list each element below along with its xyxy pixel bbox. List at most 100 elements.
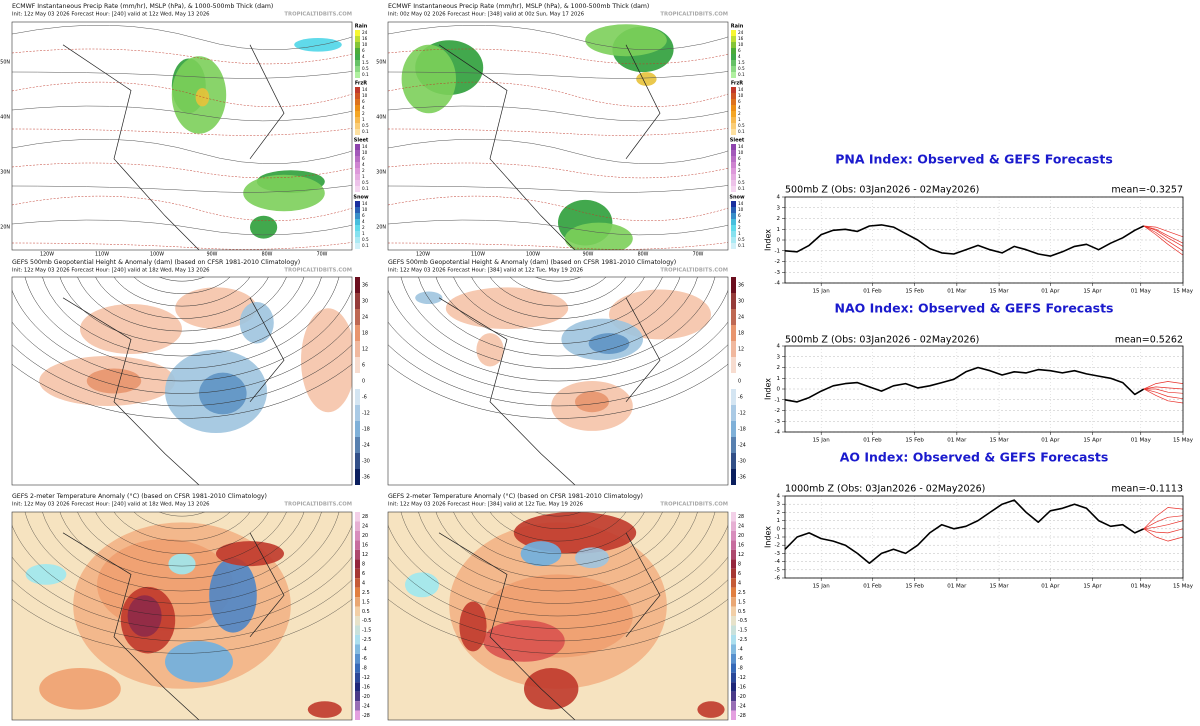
colorbar-label: 30 xyxy=(362,299,368,305)
colorbar-label: 6 xyxy=(362,571,365,577)
coastline xyxy=(62,297,285,485)
colorbar-label: 0 xyxy=(738,379,741,385)
chart-title: AO Index: Observed & GEFS Forecasts xyxy=(840,450,1109,465)
annotation: mean=-0.3257 xyxy=(1111,185,1183,196)
colorbar-cell xyxy=(731,549,736,560)
lat-label: 20N xyxy=(0,225,10,231)
height-contour xyxy=(113,277,251,307)
colorbar-cell xyxy=(355,237,360,243)
map-shading xyxy=(307,701,342,718)
colorbar-label: 1.5 xyxy=(362,599,370,605)
colorbar-section-label: FrzR xyxy=(355,81,367,87)
colorbar-cell xyxy=(731,111,736,117)
map-shading xyxy=(575,547,609,569)
height-contour xyxy=(471,277,645,319)
isobar xyxy=(388,105,728,122)
coastline xyxy=(62,532,285,720)
map-info: Init: 12z May 03 2026 Forecast Hour: [24… xyxy=(12,12,210,18)
colorbar-label: 24 xyxy=(362,30,368,35)
colorbar-label: 6 xyxy=(738,363,741,369)
height-contour xyxy=(453,277,663,332)
height-contour xyxy=(77,277,287,332)
y-tick-label: -5 xyxy=(775,567,781,573)
lon-label: 100W xyxy=(150,252,164,258)
colorbar-label: 10 xyxy=(362,42,368,47)
colorbar-cell xyxy=(731,293,736,309)
map-title: GEFS 2-meter Temperature Anomaly (°C) (b… xyxy=(12,492,267,500)
x-tick-label: 01 Feb xyxy=(863,438,882,444)
colorbar-label: 4 xyxy=(362,219,365,224)
colorbar-cell xyxy=(355,54,360,60)
colorbar-cell xyxy=(355,469,360,485)
colorbar-label: -30 xyxy=(738,459,746,465)
isobar xyxy=(12,185,352,193)
map-shading xyxy=(585,24,667,57)
colorbar-label: 2.5 xyxy=(362,590,370,596)
colorbar-label: 16 xyxy=(362,36,368,41)
map-title: GEFS 2-meter Temperature Anomaly (°C) (b… xyxy=(388,492,643,500)
colorbar-cell xyxy=(355,512,360,522)
colorbar-label: 1 xyxy=(362,174,365,179)
colorbar-cell xyxy=(731,186,736,192)
watermark: TROPICALTIDBITS.COM xyxy=(660,268,728,274)
map xyxy=(388,277,728,485)
colorbar-cell xyxy=(355,597,360,607)
colorbar-label: -8 xyxy=(362,666,367,672)
height-contour xyxy=(418,512,698,592)
colorbar-label: -16 xyxy=(362,684,370,690)
map-shading xyxy=(168,553,196,575)
height-contour xyxy=(12,556,352,629)
height-contour xyxy=(12,598,352,654)
colorbar-label: 0 xyxy=(362,379,365,385)
colorbar-label: 14 xyxy=(362,87,368,92)
colorbar-cell xyxy=(731,243,736,249)
index-line xyxy=(784,499,1145,564)
height-contour xyxy=(509,512,607,529)
x-tick-label: 15 May xyxy=(1173,438,1194,444)
colorbar-label: 4 xyxy=(362,580,365,586)
colorbar-label: 2 xyxy=(738,111,741,116)
colorbar-label: 0.1 xyxy=(738,129,745,134)
colorbar-cell xyxy=(731,30,736,36)
height-contour xyxy=(418,277,698,357)
height-contour xyxy=(158,277,206,282)
isobar xyxy=(388,128,728,136)
plot-frame xyxy=(784,196,1184,284)
index-line xyxy=(1143,507,1184,530)
colorbar-label: 0.5 xyxy=(362,609,370,615)
chart-title: NAO Index: Observed & GEFS Forecasts xyxy=(835,301,1114,316)
colorbar-cell xyxy=(355,672,360,683)
x-tick-label: 01 Mar xyxy=(947,584,967,590)
x-tick-label: 15 Mar xyxy=(990,438,1010,444)
colorbar-cell xyxy=(355,117,360,123)
index-line xyxy=(1143,515,1184,530)
height-contour xyxy=(59,277,305,344)
height-contour xyxy=(95,512,269,554)
coastline xyxy=(438,532,661,720)
map-frame xyxy=(11,21,353,251)
isobar xyxy=(12,162,352,179)
index-line xyxy=(1143,528,1184,542)
lon-label: 110W xyxy=(471,252,485,258)
colorbar-label: 6 xyxy=(738,99,741,104)
colorbar-cell xyxy=(355,207,360,213)
lon-label: 80W xyxy=(262,252,273,258)
height-contour xyxy=(42,512,322,592)
y-axis-label: Index xyxy=(764,378,773,400)
map-info: Init: 00z May 02 2026 Forecast Hour: [34… xyxy=(388,12,585,18)
index-line xyxy=(1143,225,1184,256)
map-shading xyxy=(520,541,562,567)
colorbar-cell xyxy=(731,606,736,616)
colorbar-section-label: Rain xyxy=(355,24,368,30)
colorbar-label: 20 xyxy=(738,533,744,539)
colorbar-label: 20 xyxy=(362,533,368,539)
map-shading xyxy=(524,668,579,710)
lon-label: 120W xyxy=(416,252,430,258)
colorbar-cell xyxy=(355,293,360,309)
y-tick-label: 0 xyxy=(777,387,781,393)
colorbar-cell xyxy=(355,180,360,186)
height-contour xyxy=(59,512,305,579)
colorbar-cell xyxy=(731,437,736,453)
y-tick-label: 2 xyxy=(777,216,781,222)
colorbar-label: 4 xyxy=(738,219,741,224)
